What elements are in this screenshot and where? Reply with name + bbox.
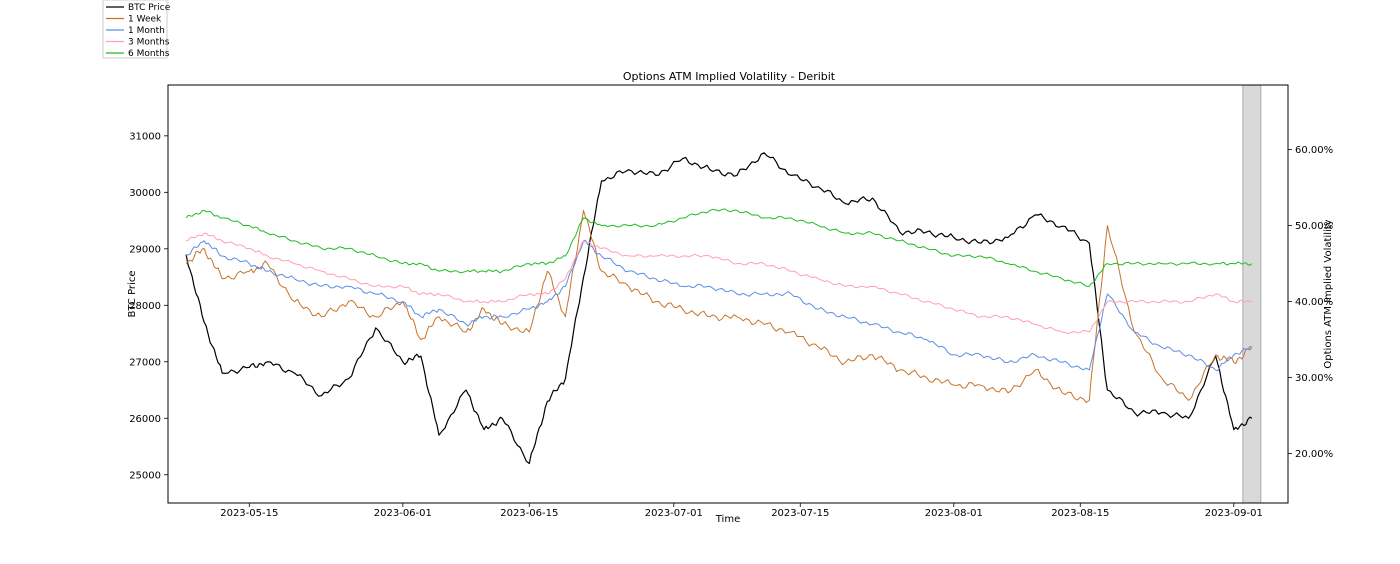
y-left-tick-label: 26000: [129, 414, 161, 425]
legend-box: [102, 0, 168, 59]
y-axis-right-title: Options ATM Implied Volatility: [1323, 219, 1334, 368]
y-right-tick-label: 40.00%: [1295, 297, 1333, 308]
y-left-tick-label: 25000: [129, 470, 161, 481]
y-axis-left-title: BTC Price: [127, 271, 138, 318]
y-right-tick-label: 50.00%: [1295, 221, 1333, 232]
y-left-tick-label: 29000: [129, 244, 161, 255]
legend-label: 3 Months: [128, 38, 170, 48]
x-tick-label: 2023-09-01: [1205, 508, 1263, 519]
x-tick-label: 2023-08-15: [1051, 508, 1109, 519]
plot-frame: [167, 84, 1289, 504]
x-tick-label: 2023-06-01: [374, 508, 432, 519]
series-line-1-week: [185, 209, 1253, 403]
series-line-1-month: [185, 239, 1253, 372]
y-right-tick-label: 20.00%: [1295, 449, 1333, 460]
legend-label: BTC Price: [128, 3, 171, 13]
legend-label: 6 Months: [128, 49, 170, 59]
x-tick-label: 2023-08-01: [925, 508, 983, 519]
chart-title: Options ATM Implied Volatility - Deribit: [623, 70, 836, 83]
x-tick-label: 2023-07-15: [771, 508, 829, 519]
x-tick-label: 2023-05-15: [220, 508, 278, 519]
x-tick-label: 2023-07-01: [645, 508, 703, 519]
series-line-3-months: [186, 232, 1252, 335]
y-left-tick-label: 30000: [129, 188, 161, 199]
y-left-tick-label: 31000: [129, 131, 161, 142]
y-right-tick-label: 60.00%: [1295, 145, 1333, 156]
y-left-tick-label: 27000: [129, 357, 161, 368]
x-axis-title: Time: [715, 514, 740, 525]
plot-area: [168, 85, 1288, 503]
series-line-btc-price: [185, 152, 1253, 465]
x-tick-label: 2023-06-15: [500, 508, 558, 519]
y-left-tick-label: 28000: [129, 301, 161, 312]
shaded-region: [1242, 84, 1262, 504]
series-line-6-months: [185, 208, 1253, 287]
legend-label: 1 Week: [128, 15, 162, 25]
legend-label: 1 Month: [128, 26, 165, 36]
y-right-tick-label: 30.00%: [1295, 373, 1333, 384]
